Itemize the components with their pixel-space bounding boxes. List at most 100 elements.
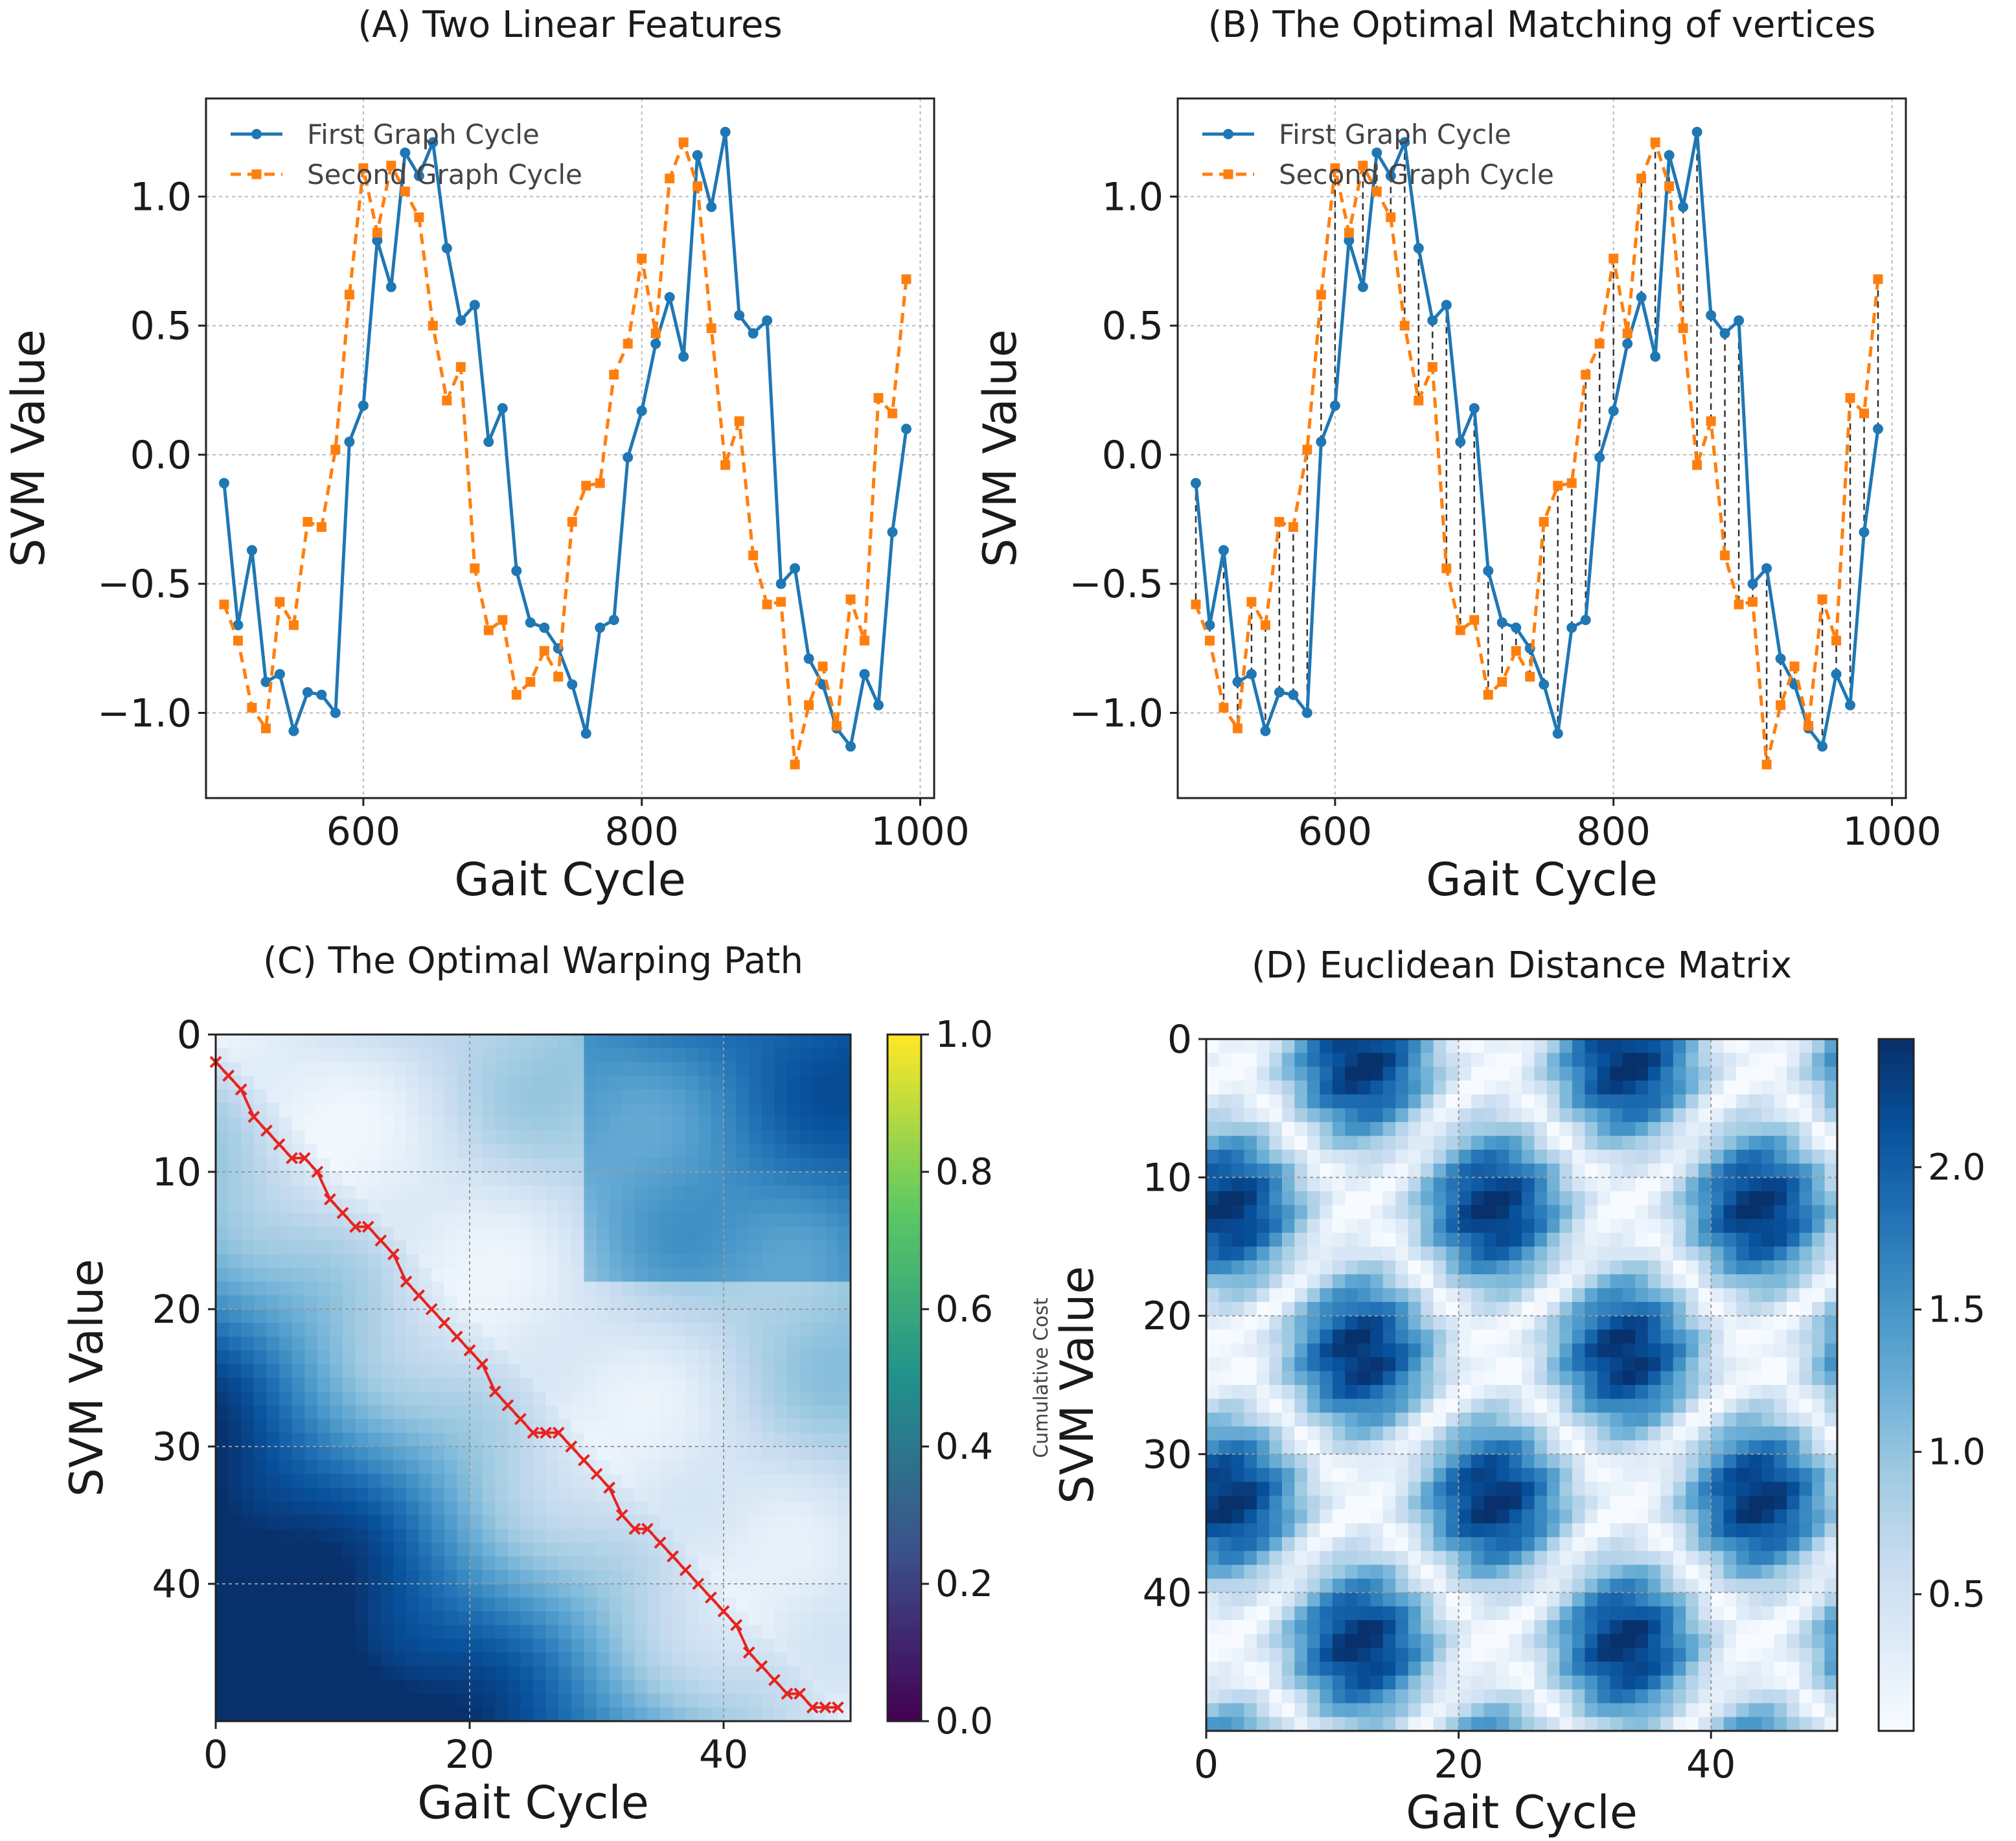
heatmap-cell bbox=[1320, 1330, 1333, 1344]
heatmap-cell bbox=[584, 1405, 597, 1419]
heatmap-cell bbox=[610, 1542, 623, 1557]
heatmap-cell bbox=[787, 1227, 800, 1241]
heatmap-cell bbox=[1421, 1191, 1434, 1206]
heatmap-cell bbox=[673, 1584, 686, 1598]
heatmap-cell bbox=[1699, 1371, 1712, 1386]
heatmap-cell bbox=[762, 1172, 775, 1186]
heatmap-cell bbox=[571, 1185, 584, 1200]
heatmap-cell bbox=[330, 1694, 343, 1708]
heatmap-cell bbox=[1825, 1482, 1838, 1496]
heatmap-cell bbox=[431, 1117, 444, 1131]
heatmap-cell bbox=[660, 1296, 673, 1310]
heatmap-cell bbox=[266, 1391, 279, 1406]
heatmap-cell bbox=[216, 1584, 229, 1598]
heatmap-cell bbox=[520, 1625, 533, 1640]
heatmap-cell bbox=[254, 1254, 267, 1268]
heatmap-cell bbox=[241, 1419, 254, 1434]
heatmap-cell bbox=[812, 1145, 825, 1159]
heatmap-cell bbox=[1711, 1537, 1724, 1551]
y-tick-label: 0 bbox=[177, 1012, 201, 1058]
heatmap-cell bbox=[1572, 1274, 1585, 1288]
heatmap-cell bbox=[1206, 1150, 1219, 1164]
heatmap-cell bbox=[533, 1213, 546, 1228]
heatmap-cell bbox=[1446, 1496, 1459, 1510]
heatmap-cell bbox=[356, 1446, 369, 1461]
heatmap-cell bbox=[1660, 1191, 1673, 1206]
heatmap-cell bbox=[1648, 1496, 1661, 1510]
colorbar-segment bbox=[888, 1298, 921, 1304]
heatmap-cell bbox=[241, 1336, 254, 1351]
heatmap-cell bbox=[1610, 1274, 1623, 1288]
heatmap-cell bbox=[1585, 1219, 1598, 1233]
heatmap-cell bbox=[1294, 1108, 1307, 1123]
heatmap-cell bbox=[685, 1391, 698, 1406]
heatmap-cell bbox=[1699, 1496, 1712, 1510]
heatmap-cell bbox=[292, 1035, 305, 1049]
heatmap-cell bbox=[762, 1323, 775, 1337]
heatmap-cell bbox=[1699, 1454, 1712, 1469]
heatmap-cell bbox=[1724, 1344, 1737, 1358]
first-cycle-point bbox=[1358, 282, 1368, 292]
colorbar-segment bbox=[888, 1327, 921, 1333]
heatmap-cell bbox=[368, 1145, 381, 1159]
heatmap-cell bbox=[1307, 1205, 1320, 1219]
heatmap-cell bbox=[1257, 1122, 1270, 1136]
heatmap-cell bbox=[279, 1708, 292, 1722]
heatmap-cell bbox=[1333, 1039, 1346, 1053]
heatmap-cell bbox=[1358, 1468, 1371, 1482]
heatmap-cell bbox=[495, 1460, 508, 1474]
heatmap-cell bbox=[1509, 1302, 1522, 1316]
heatmap-cell bbox=[1825, 1039, 1838, 1053]
heatmap-cell bbox=[1459, 1108, 1472, 1123]
heatmap-cell bbox=[1749, 1191, 1762, 1206]
heatmap-cell bbox=[737, 1694, 750, 1708]
heatmap-cell bbox=[724, 1048, 737, 1062]
heatmap-cell bbox=[1395, 1219, 1408, 1233]
heatmap-cell bbox=[520, 1035, 533, 1049]
heatmap-cell bbox=[393, 1103, 406, 1117]
colorbar-segment bbox=[888, 1121, 921, 1127]
heatmap-cell bbox=[533, 1694, 546, 1708]
heatmap-cell bbox=[1585, 1261, 1598, 1275]
heatmap-cell bbox=[711, 1680, 724, 1694]
heatmap-cell bbox=[368, 1048, 381, 1062]
heatmap-cell bbox=[571, 1474, 584, 1488]
heatmap-cell bbox=[1598, 1426, 1610, 1441]
heatmap-cell bbox=[1559, 1191, 1572, 1206]
heatmap-cell bbox=[825, 1117, 838, 1131]
heatmap-cell bbox=[431, 1666, 444, 1680]
heatmap-cell bbox=[470, 1391, 483, 1406]
heatmap-cell bbox=[1648, 1385, 1661, 1399]
heatmap-cell bbox=[431, 1076, 444, 1090]
heatmap-cell bbox=[1307, 1509, 1320, 1524]
heatmap-cell bbox=[1496, 1524, 1509, 1538]
heatmap-cell bbox=[470, 1708, 483, 1722]
heatmap-cell bbox=[1294, 1150, 1307, 1164]
heatmap-cell bbox=[431, 1611, 444, 1625]
heatmap-cell bbox=[1395, 1302, 1408, 1316]
heatmap-cell bbox=[1787, 1524, 1800, 1538]
heatmap-cell bbox=[495, 1117, 508, 1131]
heatmap-cell bbox=[800, 1515, 813, 1529]
heatmap-cell bbox=[457, 1446, 470, 1461]
heatmap-cell bbox=[685, 1625, 698, 1640]
heatmap-cell bbox=[1787, 1191, 1800, 1206]
heatmap-cell bbox=[812, 1542, 825, 1557]
heatmap-cell bbox=[812, 1405, 825, 1419]
heatmap-cell bbox=[800, 1158, 813, 1172]
heatmap-cell bbox=[419, 1227, 432, 1241]
heatmap-cell bbox=[1572, 1178, 1585, 1192]
heatmap-cell bbox=[1585, 1330, 1598, 1344]
heatmap-cell bbox=[495, 1323, 508, 1337]
heatmap-cell bbox=[571, 1557, 584, 1571]
heatmap-cell bbox=[1724, 1122, 1737, 1136]
heatmap-cell bbox=[1522, 1454, 1535, 1469]
heatmap-cell bbox=[685, 1241, 698, 1255]
heatmap-cell bbox=[724, 1433, 737, 1447]
heatmap-cell bbox=[368, 1639, 381, 1653]
heatmap-cell bbox=[812, 1597, 825, 1612]
heatmap-cell bbox=[520, 1584, 533, 1598]
heatmap-cell bbox=[1610, 1316, 1623, 1330]
heatmap-cell bbox=[825, 1213, 838, 1228]
heatmap-cell bbox=[622, 1309, 635, 1323]
